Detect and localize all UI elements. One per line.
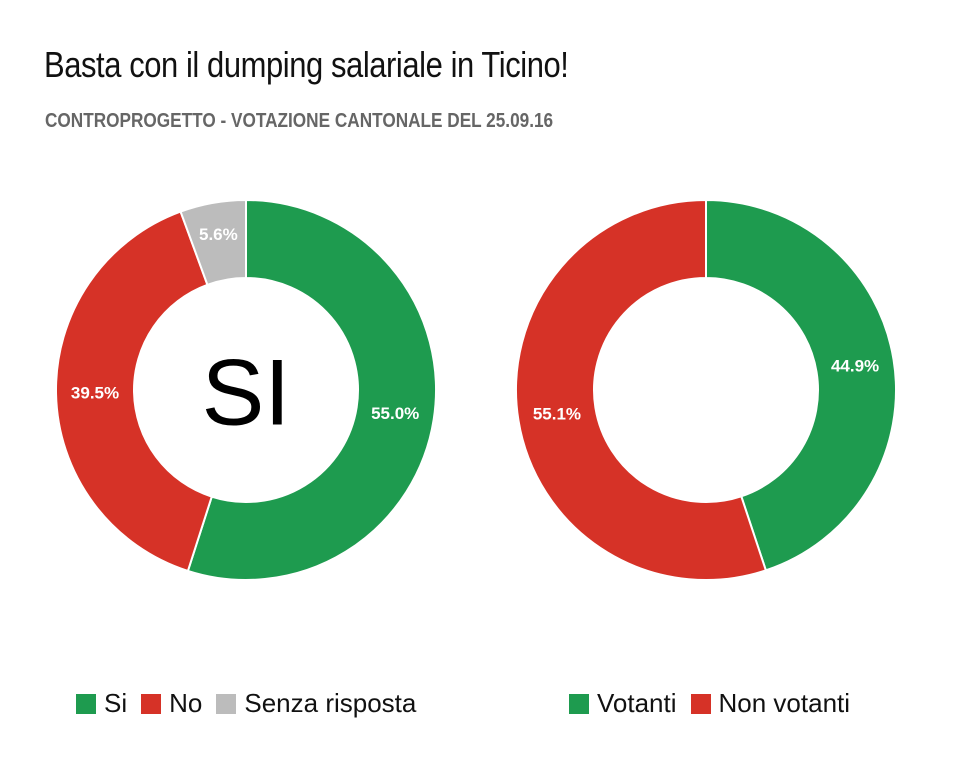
slice-senza-risposta (179, 198, 247, 287)
donut-chart-referendum: 55.0% 39.5% 5.6% SI (55, 198, 437, 581)
legend-swatch-si (76, 693, 96, 714)
slice-label-non-votanti: 55.1% (533, 405, 581, 424)
slice-votanti (705, 198, 897, 572)
legend-swatch-votanti (569, 693, 589, 714)
donut-chart-turnout: 44.9% 55.1% (515, 198, 897, 581)
legend-swatch-senza-risposta (216, 693, 237, 714)
legend-label-si: Si (104, 688, 128, 718)
legend-item-non-votanti[interactable]: Non votanti (690, 688, 851, 719)
slice-non-votanti (515, 198, 768, 581)
legend-swatch-non-votanti (690, 693, 711, 714)
slice-no (55, 210, 214, 573)
legend-label-votanti: Votanti (597, 688, 677, 718)
chart-subtitle: CONTROPROGETTO - VOTAZIONE CANTONALE DEL… (45, 110, 554, 132)
center-label: SI (202, 340, 291, 445)
slice-label-no: 39.5% (71, 384, 119, 403)
legend-item-votanti[interactable]: Votanti (569, 688, 677, 719)
legend-referendum: Si No Senza risposta (76, 688, 430, 719)
legend-turnout: Votanti Non votanti (569, 688, 864, 719)
legend-item-senza-risposta[interactable]: Senza risposta (216, 688, 416, 719)
legend-swatch-no (141, 693, 162, 714)
slice-label-senza-risposta: 5.6% (199, 225, 238, 244)
chart-title: Basta con il dumping salariale in Ticino… (44, 44, 569, 85)
slice-si (186, 198, 437, 581)
legend-item-no[interactable]: No (141, 688, 202, 719)
legend-item-si[interactable]: Si (76, 688, 127, 719)
legend-label-non-votanti: Non votanti (718, 688, 851, 718)
slice-label-votanti: 44.9% (831, 356, 879, 375)
slice-label-si: 55.0% (371, 404, 419, 423)
legend-label-senza-risposta: Senza risposta (244, 688, 417, 718)
legend-label-no: No (169, 688, 203, 718)
